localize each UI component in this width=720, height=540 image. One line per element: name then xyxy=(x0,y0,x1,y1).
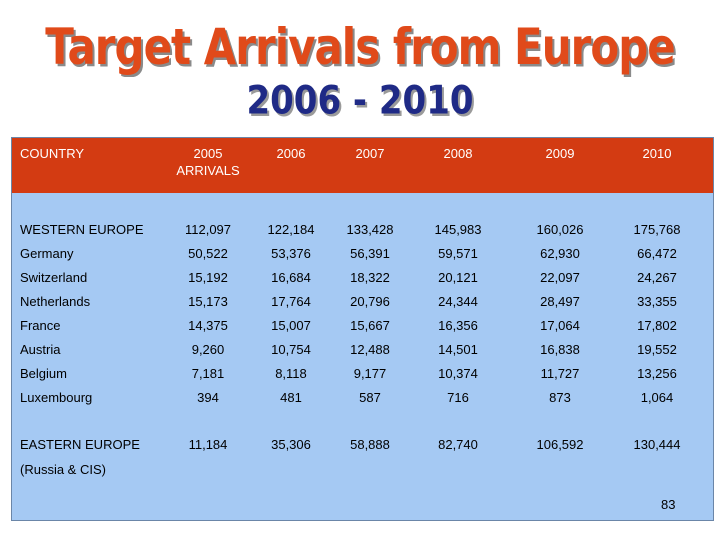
country-label: Switzerland xyxy=(20,270,88,285)
value-cell: 35,306 xyxy=(271,437,311,452)
value-cell: 587 xyxy=(359,390,381,405)
value-cell: 17,064 xyxy=(540,318,580,333)
value-cell: 28,497 xyxy=(540,294,580,309)
value-cell: 19,552 xyxy=(637,342,677,357)
value-cell: 160,026 xyxy=(536,222,584,237)
value-cell: 24,267 xyxy=(637,270,677,285)
value-cell: 14,375 xyxy=(188,318,228,333)
value-cell: 62,930 xyxy=(540,246,580,261)
header-country: COUNTRY xyxy=(20,146,85,161)
value-cell: 22,097 xyxy=(540,270,580,285)
value-cell: 15,667 xyxy=(350,318,390,333)
header-2005-arrivals: ARRIVALS xyxy=(176,163,240,178)
value-cell: 11,727 xyxy=(540,366,580,381)
header-year: 2009 xyxy=(545,146,575,161)
value-cell: 17,802 xyxy=(637,318,677,333)
value-cell: 18,322 xyxy=(350,270,390,285)
value-cell: 66,472 xyxy=(637,246,677,261)
country-label: Belgium xyxy=(20,366,67,381)
arrivals-table: COUNTRY 2005 ARRIVALS 2006 2007 2008 2009 2010 W… xyxy=(11,137,714,521)
value-cell: 11,184 xyxy=(188,437,228,452)
value-cell: 17,764 xyxy=(271,294,311,309)
header-year: 2007 xyxy=(355,146,385,161)
value-cell: 16,356 xyxy=(438,318,478,333)
value-cell: 58,888 xyxy=(350,437,390,452)
value-cell: 1,064 xyxy=(640,390,674,405)
value-cell: 481 xyxy=(280,390,302,405)
value-cell: 16,838 xyxy=(540,342,580,357)
value-cell: 33,355 xyxy=(637,294,677,309)
header-year: 2006 xyxy=(276,146,306,161)
value-cell: 50,522 xyxy=(188,246,228,261)
value-cell: 56,391 xyxy=(350,246,390,261)
country-label: Luxembourg xyxy=(20,390,93,405)
value-cell: 13,256 xyxy=(637,366,677,381)
value-cell: 873 xyxy=(549,390,571,405)
value-cell: 12,488 xyxy=(350,342,390,357)
value-cell: 145,983 xyxy=(434,222,482,237)
page-number: 83 xyxy=(661,497,676,512)
country-label: Austria xyxy=(20,342,61,357)
value-cell: 394 xyxy=(197,390,219,405)
country-label: WESTERN EUROPE xyxy=(20,222,144,237)
value-cell: 10,374 xyxy=(438,366,478,381)
value-cell: 133,428 xyxy=(346,222,394,237)
value-cell: 16,684 xyxy=(271,270,311,285)
value-cell: 15,192 xyxy=(188,270,228,285)
value-cell: 53,376 xyxy=(271,246,311,261)
value-cell: 716 xyxy=(447,390,469,405)
value-cell: 112,097 xyxy=(184,222,232,237)
value-cell: 15,173 xyxy=(188,294,228,309)
value-cell: 106,592 xyxy=(536,437,584,452)
country-label: Netherlands xyxy=(20,294,91,309)
value-cell: 130,444 xyxy=(633,437,681,452)
value-cell: 59,571 xyxy=(438,246,478,261)
value-cell: 122,184 xyxy=(267,222,315,237)
header-year: 2010 xyxy=(642,146,672,161)
eastern-europe-note: (Russia & CIS) xyxy=(20,462,106,477)
value-cell: 24,344 xyxy=(438,294,478,309)
value-cell: 15,007 xyxy=(271,318,311,333)
table-header-band xyxy=(12,138,713,193)
country-label: EASTERN EUROPE xyxy=(20,437,140,452)
slide-title: Target Arrivals from Europe xyxy=(45,18,676,76)
value-cell: 82,740 xyxy=(438,437,478,452)
slide-subtitle: 2006 - 2010 xyxy=(246,78,474,124)
value-cell: 9,177 xyxy=(353,366,387,381)
country-label: Germany xyxy=(20,246,74,261)
value-cell: 10,754 xyxy=(271,342,311,357)
value-cell: 20,796 xyxy=(350,294,390,309)
header-year: 2008 xyxy=(443,146,473,161)
value-cell: 175,768 xyxy=(633,222,681,237)
value-cell: 14,501 xyxy=(438,342,478,357)
value-cell: 7,181 xyxy=(191,366,225,381)
country-label: France xyxy=(20,318,61,333)
header-2005: 2005 xyxy=(193,146,223,161)
value-cell: 9,260 xyxy=(191,342,225,357)
value-cell: 8,118 xyxy=(275,366,307,381)
value-cell: 20,121 xyxy=(438,270,478,285)
